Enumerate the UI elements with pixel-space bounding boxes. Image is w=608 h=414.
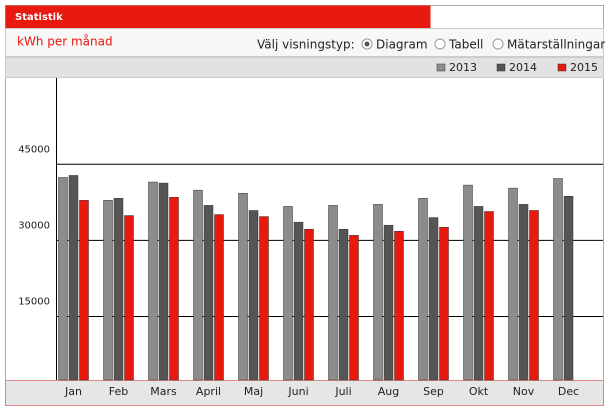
view-label: Välj visningstyp:	[257, 38, 355, 52]
x-tick-label: Maj	[244, 385, 263, 398]
axis-band	[5, 380, 604, 406]
unit-label: kWh per månad	[17, 35, 113, 49]
x-tick-label: April	[196, 385, 221, 398]
bar	[439, 226, 449, 381]
bar	[68, 175, 79, 381]
bar	[418, 198, 428, 381]
bar	[394, 231, 404, 381]
radio-label[interactable]: Tabell	[448, 38, 483, 52]
bar	[158, 182, 169, 381]
bar	[193, 189, 203, 381]
bar	[463, 184, 473, 381]
x-tick-label: Feb	[109, 385, 128, 398]
header-bar	[5, 5, 431, 29]
x-tick-label: Okt	[469, 385, 489, 398]
bar	[238, 192, 248, 381]
y-tick-label: 15000	[18, 297, 50, 308]
y-tick-label: 45000	[18, 144, 50, 155]
bar	[484, 211, 494, 381]
header-title: Statistik	[15, 12, 63, 23]
bar	[563, 196, 574, 381]
bar	[283, 206, 293, 381]
legend-swatch	[436, 63, 446, 72]
bar	[529, 210, 539, 381]
bar	[148, 181, 158, 381]
bar	[124, 215, 134, 381]
bar	[203, 205, 214, 381]
x-tick-label: Dec	[558, 385, 579, 398]
bar	[58, 177, 68, 381]
bar	[169, 197, 179, 381]
bar	[373, 204, 383, 381]
radio[interactable]	[434, 38, 446, 50]
legend-label: 2014	[509, 61, 537, 74]
radio-dot	[364, 41, 370, 47]
bar	[79, 200, 89, 381]
bar	[428, 217, 439, 381]
radio[interactable]	[492, 38, 504, 50]
x-tick-label: Jan	[64, 385, 82, 398]
bar	[508, 187, 518, 381]
x-tick-label: Juni	[287, 385, 308, 398]
x-tick-label: Nov	[513, 385, 535, 398]
bar	[113, 198, 124, 381]
bar	[553, 178, 563, 381]
x-tick-label: Aug	[378, 385, 399, 398]
legend-swatch	[557, 63, 567, 72]
bar	[473, 206, 484, 381]
bar	[293, 221, 304, 381]
toolbar	[5, 28, 604, 57]
bar	[214, 214, 224, 381]
bar	[304, 229, 314, 381]
radio-label[interactable]: Diagram	[376, 38, 428, 52]
x-tick-label: Juli	[334, 385, 351, 398]
x-tick-label: Sep	[423, 385, 444, 398]
legend-bar	[5, 57, 604, 78]
x-tick-label: Mars	[150, 385, 177, 398]
bar	[338, 229, 349, 381]
y-tick-label: 30000	[18, 220, 50, 231]
bar	[518, 204, 529, 381]
bar	[383, 224, 394, 381]
legend-label: 2015	[570, 61, 598, 74]
bar	[328, 205, 338, 381]
legend-label: 2013	[449, 61, 477, 74]
bar	[349, 235, 359, 381]
bar	[259, 216, 269, 381]
radio-label[interactable]: Mätarställningar	[507, 38, 605, 52]
bar	[103, 200, 113, 381]
legend-swatch	[496, 63, 506, 72]
bar	[248, 210, 259, 381]
